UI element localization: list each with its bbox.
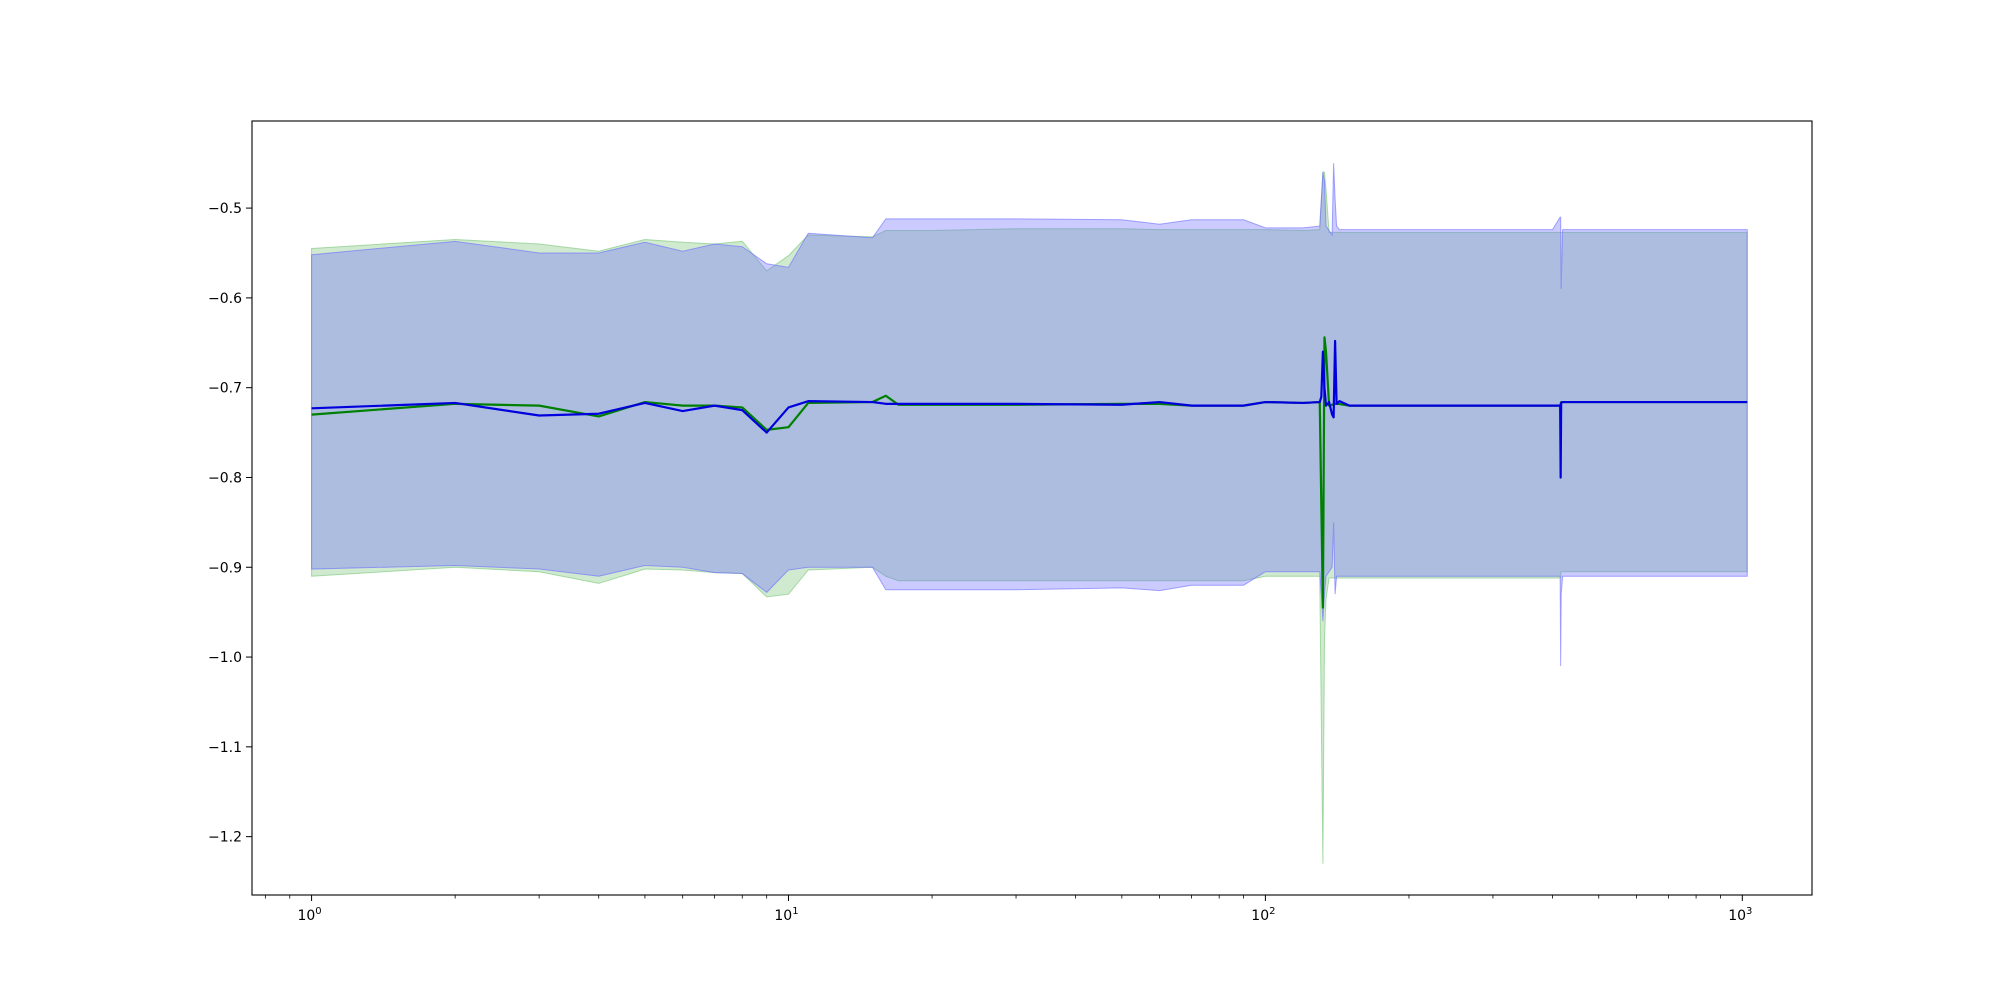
y-axis: −0.5 −0.6 −0.7 −0.8 −0.9 −1.0 −1.1 −1.2: [208, 201, 252, 846]
y-tick-label: −0.9: [208, 560, 242, 576]
y-tick-label: −0.7: [208, 381, 242, 397]
x-tick-label: 101: [774, 906, 798, 924]
confidence-bands: [311, 163, 1748, 864]
series-lines: [311, 336, 1748, 609]
y-tick-label: −1.0: [208, 650, 242, 666]
x-tick-label: 100: [297, 906, 321, 924]
x-tick-label: 103: [1728, 906, 1752, 924]
y-tick-label: −0.5: [208, 201, 242, 217]
series-2-line: [311, 339, 1748, 479]
plot-frame: [251, 120, 1813, 896]
series-2-band: [311, 163, 1748, 667]
x-tick-label: 102: [1251, 906, 1275, 924]
y-tick-label: −1.1: [208, 740, 242, 756]
x-axis: 100 101 102 103: [264, 895, 1752, 924]
y-tick-label: −1.2: [208, 830, 242, 846]
y-tick-label: −0.6: [208, 291, 242, 307]
y-tick-label: −0.8: [208, 470, 242, 486]
